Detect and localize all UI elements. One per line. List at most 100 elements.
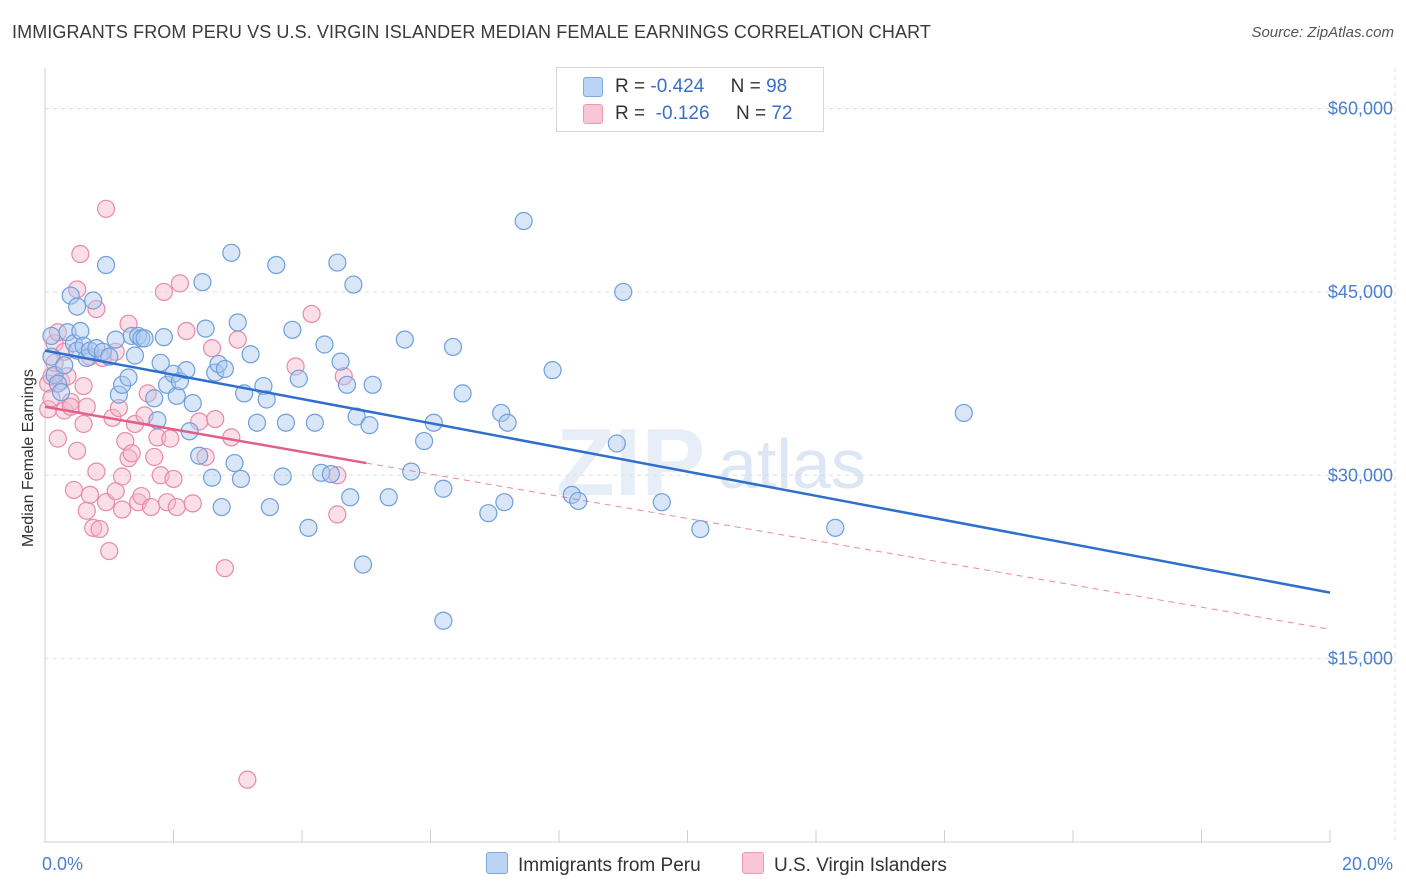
- virgin-islanders-point-18: [74, 414, 93, 434]
- y-tick-label-3: $60,000: [1328, 99, 1393, 119]
- x-tick-label-max: 20.0%: [1342, 854, 1393, 874]
- peru-point-80: [414, 431, 434, 451]
- peru-point-89: [498, 413, 517, 432]
- peru-point-11: [71, 321, 90, 341]
- legend-label-virgin-islanders: U.S. Virgin Islanders: [774, 855, 947, 876]
- virgin-islanders-point-62: [206, 409, 225, 429]
- peru-point-50: [228, 313, 247, 332]
- x-tick-labels: 0.0% 20.0%: [42, 854, 1393, 874]
- peru-point-23: [119, 368, 138, 387]
- virgin-islanders-point-55: [167, 497, 186, 517]
- source-credit: Source: ZipAtlas.com: [1251, 24, 1394, 41]
- peru-point-21: [109, 385, 128, 404]
- peru-point-28: [135, 329, 154, 348]
- peru-point-47: [215, 359, 234, 379]
- virgin-islanders-point-7: [48, 429, 67, 448]
- peru-point-42: [196, 319, 215, 338]
- peru-point-29: [145, 389, 164, 408]
- watermark-zip: ZIP: [556, 409, 705, 516]
- peru-point-37: [177, 361, 196, 380]
- virgin-islanders-point-70: [328, 505, 347, 524]
- peru-point-62: [289, 369, 308, 388]
- virgin-islanders-point-61: [202, 339, 222, 358]
- virgin-islanders-point-19: [74, 376, 93, 396]
- legend-item-virgin-islanders: U.S. Virgin Islanders: [742, 852, 947, 877]
- peru-point-74: [353, 555, 373, 574]
- peru-point-68: [328, 253, 347, 272]
- peru-point-65: [312, 463, 331, 482]
- r-label: R =: [615, 103, 646, 124]
- peru-point-79: [402, 462, 421, 481]
- peru-point-48: [222, 243, 241, 262]
- peru-point-10: [68, 297, 87, 316]
- peru-point-4: [51, 383, 71, 402]
- peru-point-99: [954, 403, 973, 423]
- peru-point-76: [363, 375, 382, 394]
- virgin-islanders-point-23: [80, 485, 100, 504]
- virgin-islanders-point-16: [68, 441, 87, 460]
- virgin-islanders-point-52: [157, 493, 177, 512]
- n-value: 72: [771, 103, 793, 124]
- peru-trend-line: [44, 349, 1331, 594]
- peru-point-77: [379, 488, 398, 507]
- virgin-islanders-point-63: [215, 559, 234, 578]
- virgin-islanders-point-48: [145, 447, 164, 467]
- virgin-islanders-point-39: [119, 449, 138, 468]
- y-tick-label-1: $30,000: [1328, 465, 1393, 485]
- virgin-islanders-point-41: [122, 444, 141, 463]
- peru-point-60: [276, 413, 296, 432]
- virgin-islanders-point-21: [77, 501, 96, 520]
- y-tick-label-2: $45,000: [1328, 282, 1393, 302]
- peru-point-51: [231, 469, 251, 489]
- x-tick-label-min: 0.0%: [42, 854, 83, 874]
- peru-point-32: [154, 328, 173, 347]
- peru-point-75: [360, 416, 379, 435]
- virgin-islanders-point-36: [112, 500, 132, 519]
- chart-title: IMMIGRANTS FROM PERU VS U.S. VIRGIN ISLA…: [12, 22, 931, 42]
- virgin-islanders-legend-swatch: [742, 852, 764, 874]
- virgin-islanders-swatch: [583, 104, 603, 124]
- peru-point-53: [241, 345, 260, 364]
- y-tick-label-0: $15,000: [1328, 649, 1393, 669]
- peru-point-88: [495, 493, 514, 512]
- virgin-islanders-point-11: [58, 367, 77, 386]
- y-axis-title: Median Female Earnings: [20, 369, 37, 547]
- watermark: ZIP atlas: [556, 409, 866, 516]
- virgin-islanders-point-27: [90, 519, 109, 539]
- peru-point-84: [443, 337, 463, 357]
- legend-label-peru: Immigrants from Peru: [518, 855, 701, 876]
- y-tick-labels: $15,000 $30,000 $45,000 $60,000: [1328, 99, 1393, 669]
- virgin-islanders-point-30: [96, 199, 116, 218]
- peru-point-78: [395, 330, 414, 349]
- peru-point-20: [106, 330, 125, 349]
- r-value: -0.424: [650, 76, 705, 97]
- peru-point-85: [453, 384, 472, 403]
- virgin-islanders-point-26: [87, 462, 106, 481]
- peru-point-97: [691, 519, 710, 539]
- virgin-islanders-point-35: [109, 398, 128, 418]
- virgin-islanders-point-14: [64, 480, 84, 500]
- peru-point-69: [331, 352, 350, 371]
- peru-point-83: [434, 611, 453, 630]
- n-label: N =: [730, 76, 761, 97]
- peru-point-40: [190, 446, 209, 465]
- peru-point-90: [514, 211, 533, 231]
- virgin-islanders-point-17: [71, 244, 90, 264]
- peru-point-98: [826, 518, 845, 537]
- peru-point-58: [267, 255, 286, 275]
- peru-legend-swatch: [486, 852, 508, 874]
- peru-point-54: [247, 413, 267, 432]
- peru-point-43: [202, 468, 222, 487]
- peru-point-94: [607, 434, 626, 453]
- peru-point-57: [260, 497, 279, 517]
- peru-point-63: [299, 518, 318, 537]
- peru-point-56: [257, 390, 276, 409]
- virgin-islanders-point-60: [196, 447, 215, 467]
- peru-point-6: [58, 323, 77, 342]
- peru-point-72: [344, 275, 363, 294]
- virgin-islanders-point-56: [170, 274, 190, 293]
- peru-point-71: [341, 488, 360, 507]
- virgin-islanders-point-66: [238, 770, 257, 789]
- peru-point-22: [112, 375, 132, 394]
- peru-point-39: [183, 394, 202, 413]
